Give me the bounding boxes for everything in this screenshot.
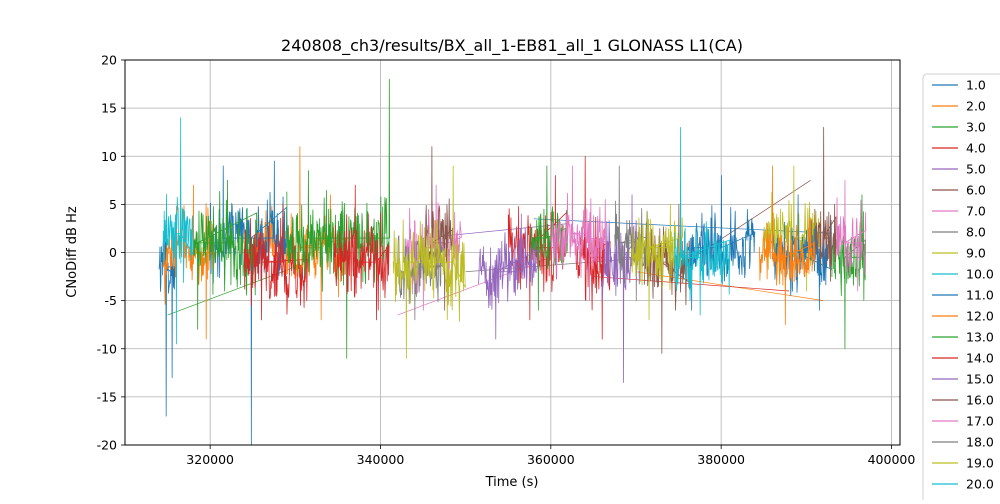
legend-entries: 1.0 2.0 3.0 4.0 5.0 6.0 7.0 8.0 9.0 10.0 11.0 12.0 1… — [932, 78, 994, 492]
legend-label: 20.0 — [966, 477, 994, 492]
y-tick-label: 10 — [101, 149, 117, 164]
legend-label: 18.0 — [966, 435, 994, 450]
series-line-14-0 — [333, 184, 390, 321]
y-tick-label: 0 — [109, 245, 117, 260]
series-line-11-0 — [686, 175, 756, 311]
series-line-7-0 — [550, 165, 607, 302]
x-tick-label: 380000 — [697, 452, 745, 467]
series-line-5-0 — [478, 213, 539, 340]
series-lines — [158, 78, 867, 445]
legend-label: 8.0 — [966, 225, 986, 240]
legend-label: 17.0 — [966, 414, 994, 429]
y-tick-label: 20 — [101, 53, 117, 68]
y-axis-label: CNoDiff dB Hz — [65, 206, 80, 298]
legend-label: 16.0 — [966, 393, 994, 408]
legend-label: 13.0 — [966, 330, 994, 345]
series-line-20-0 — [673, 126, 731, 316]
y-axis-ticks: -20 -15 -10 -5 0 5 10 15 20 — [97, 53, 125, 453]
legend-label: 4.0 — [966, 141, 986, 156]
extra-series-line — [405, 184, 462, 311]
legend-frame — [922, 73, 1000, 504]
chart-title: 240808_ch3/results/BX_all_1-EB81_all_1 G… — [281, 36, 743, 56]
y-tick-label: -10 — [97, 341, 117, 356]
legend-label: 7.0 — [966, 204, 986, 219]
legend-label: 19.0 — [966, 456, 994, 471]
x-axis-ticks: 320000 340000 360000 380000 400000 — [186, 445, 915, 467]
y-tick-label: -20 — [97, 438, 117, 453]
legend-label: 15.0 — [966, 372, 994, 387]
plot-area: 320000 340000 360000 380000 400000 -20 -15 -10… — [97, 53, 916, 468]
series-line-17-0 — [835, 179, 867, 292]
legend-label: 3.0 — [966, 120, 986, 135]
legend-label: 10.0 — [966, 267, 994, 282]
x-tick-label: 360000 — [527, 452, 575, 467]
x-tick-label: 400000 — [868, 452, 916, 467]
series-line-4-0 — [243, 203, 309, 321]
legend-label: 2.0 — [966, 99, 986, 114]
legend-label: 9.0 — [966, 246, 986, 261]
x-tick-label: 320000 — [186, 452, 234, 467]
y-tick-label: -15 — [97, 389, 117, 404]
y-tick-label: -5 — [105, 293, 117, 308]
legend-label: 12.0 — [966, 309, 994, 324]
y-tick-label: 15 — [101, 101, 117, 116]
x-axis-label: Time (s) — [485, 475, 539, 490]
series-line-16-0 — [814, 126, 837, 282]
legend-label: 11.0 — [966, 288, 994, 303]
series-line-12-0 — [759, 165, 816, 326]
legend-label: 14.0 — [966, 351, 994, 366]
legend-label: 1.0 — [966, 78, 986, 93]
x-tick-label: 340000 — [357, 452, 405, 467]
legend-label: 5.0 — [966, 162, 986, 177]
series-line-9-0 — [392, 165, 466, 359]
y-tick-label: 5 — [109, 197, 117, 212]
legend-label: 6.0 — [966, 183, 986, 198]
series-line-10-0 — [162, 117, 194, 345]
legend: 1.0 2.0 3.0 4.0 5.0 6.0 7.0 8.0 9.0 10.0 11.0 12.0 1… — [922, 73, 1000, 504]
